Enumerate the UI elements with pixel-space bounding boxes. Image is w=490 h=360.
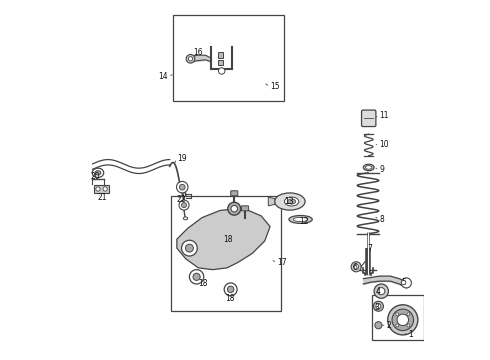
Text: 18: 18 [223,235,233,244]
Text: 22: 22 [177,195,186,204]
Circle shape [401,278,412,288]
Text: 4: 4 [376,287,381,296]
Circle shape [96,187,100,191]
Ellipse shape [366,166,372,169]
Circle shape [103,187,107,191]
Circle shape [219,68,225,74]
Circle shape [176,181,188,193]
Circle shape [186,244,194,252]
Text: 15: 15 [270,82,280,91]
Text: 18: 18 [198,279,208,288]
Circle shape [190,270,204,284]
Circle shape [181,240,197,256]
Circle shape [374,284,389,298]
Bar [218,59,223,65]
Text: 1: 1 [408,330,413,339]
Text: 20: 20 [90,172,99,181]
Ellipse shape [95,171,101,175]
Ellipse shape [285,197,299,206]
Circle shape [179,200,189,210]
Circle shape [179,184,185,190]
Bar [218,52,223,58]
Circle shape [231,206,238,212]
Polygon shape [94,185,109,193]
Circle shape [407,313,410,316]
Text: 6: 6 [353,264,358,273]
Circle shape [388,305,418,335]
Text: 19: 19 [177,154,187,163]
Circle shape [354,264,359,269]
Text: 9: 9 [379,165,384,174]
Ellipse shape [274,193,305,210]
Polygon shape [177,209,270,270]
Text: 7: 7 [367,244,372,253]
Circle shape [186,54,195,63]
Text: 10: 10 [379,140,389,149]
Circle shape [373,301,383,311]
Circle shape [396,324,399,327]
Bar [172,196,281,311]
Text: 16: 16 [193,48,203,57]
Text: 17: 17 [277,258,287,267]
Ellipse shape [183,217,188,220]
Bar [372,295,423,339]
Circle shape [224,283,237,296]
Text: 12: 12 [299,217,308,226]
Circle shape [375,321,382,329]
Text: 8: 8 [379,215,384,224]
Ellipse shape [364,164,374,171]
Text: 21: 21 [98,193,107,202]
Polygon shape [269,197,275,206]
FancyBboxPatch shape [242,206,248,211]
Circle shape [378,288,385,295]
Bar [173,15,285,101]
Text: 14: 14 [158,72,168,81]
Circle shape [228,202,241,215]
Circle shape [407,324,410,327]
Ellipse shape [288,199,295,204]
Circle shape [396,313,399,316]
FancyBboxPatch shape [231,191,238,196]
Text: 3: 3 [374,303,379,312]
Text: 5: 5 [401,278,406,287]
Circle shape [376,304,381,309]
Text: 11: 11 [379,111,389,120]
Circle shape [181,203,187,208]
Ellipse shape [92,168,104,177]
Circle shape [188,57,193,61]
Circle shape [351,262,361,272]
Ellipse shape [289,216,312,224]
Circle shape [397,314,409,325]
Circle shape [227,286,234,293]
Circle shape [392,309,414,330]
Text: 13: 13 [285,197,294,206]
Circle shape [193,273,200,280]
FancyBboxPatch shape [362,110,376,127]
Text: 2: 2 [387,321,392,330]
Text: 18: 18 [225,294,235,303]
Ellipse shape [294,217,308,222]
